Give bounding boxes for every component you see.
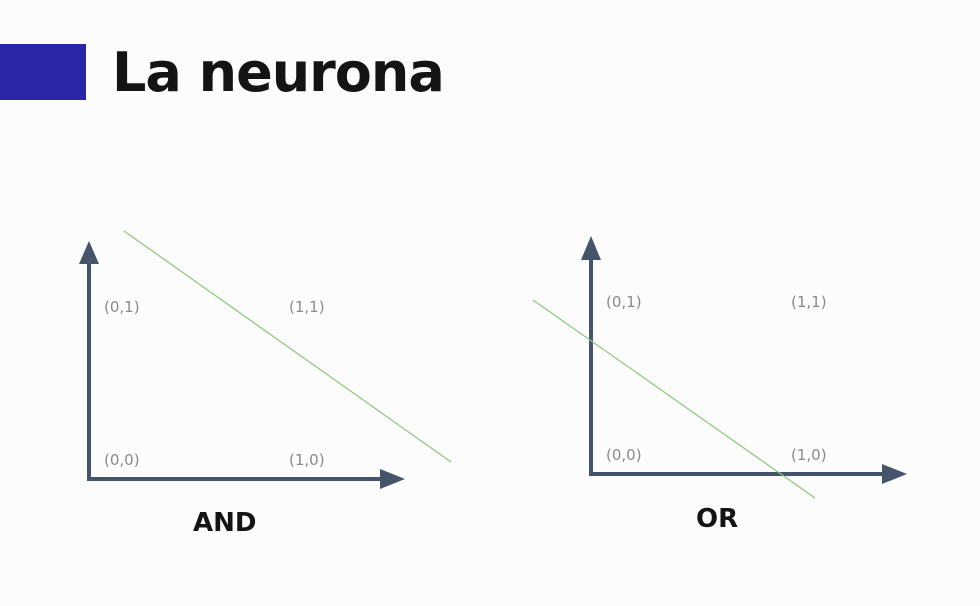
or-point-label-0-1: (0,1) — [606, 293, 642, 311]
and-y-axis-arrowhead — [79, 241, 99, 264]
or-y-axis-arrowhead — [581, 236, 601, 260]
or-x-axis-arrowhead — [882, 464, 907, 484]
or-point-label-0-0: (0,0) — [606, 446, 642, 464]
and-x-axis-arrowhead — [380, 469, 405, 489]
page-title: La neurona — [112, 41, 445, 104]
or-point-label-1-0: (1,0) — [791, 446, 827, 464]
and-separator-line — [123, 230, 452, 463]
or-point-label-1-1: (1,1) — [791, 293, 827, 311]
and-point-label-0-1: (0,1) — [104, 298, 140, 316]
or-diagram: (0,1) (1,1) (0,0) (1,0) OR — [532, 236, 907, 534]
or-caption: OR — [696, 504, 738, 534]
and-point-label-1-1: (1,1) — [289, 298, 325, 316]
and-point-label-1-0: (1,0) — [289, 451, 325, 469]
or-separator-line — [532, 299, 816, 499]
and-caption: AND — [193, 508, 256, 538]
title-accent-bar — [0, 44, 86, 100]
and-diagram: (0,1) (1,1) (0,0) (1,0) AND — [79, 230, 452, 538]
and-point-label-0-0: (0,0) — [104, 451, 140, 469]
